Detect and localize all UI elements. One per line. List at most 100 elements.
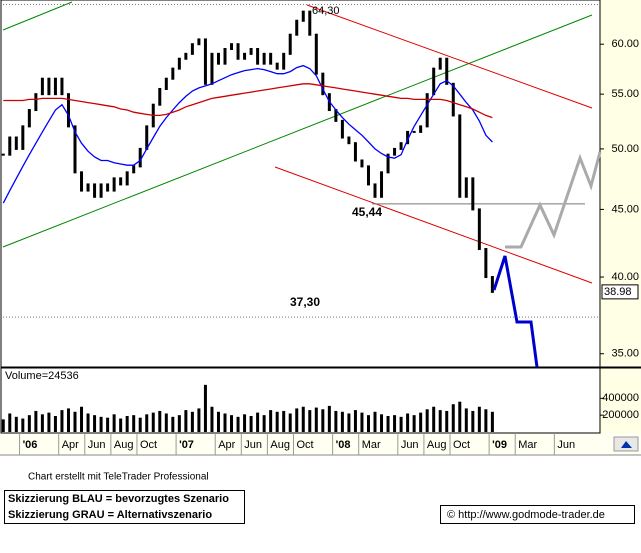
volume-bar [66,408,70,432]
candle [438,57,442,70]
volume-bar [106,417,110,432]
candle [471,177,475,211]
candle [458,114,462,198]
x-tick-label: Oct [296,439,313,451]
volume-frame [0,367,601,434]
volume-bar [171,416,175,432]
volume-bar [99,416,103,432]
candle [380,171,384,198]
volume-bar [177,415,181,432]
volume-bar [112,414,116,432]
volume-bar [119,418,123,432]
candle [249,48,253,55]
candle [99,183,103,198]
volume-bar [425,409,429,432]
candle [184,52,188,60]
candle [308,10,312,36]
price-axis-band [600,0,641,433]
volume-bar [125,416,129,432]
candle [275,62,279,70]
candle [490,276,494,293]
candle [47,77,51,96]
volume-bar [366,415,370,432]
volume-bar [27,415,31,432]
scenario-blue [492,255,539,368]
candle [432,67,436,96]
volume-bar [216,411,220,432]
candle [321,72,325,96]
candle [314,33,318,75]
volume-bar [262,415,266,432]
volume-bar [236,416,240,432]
volume-bar [243,414,247,432]
volume-bar [373,411,377,432]
volume-bar [347,413,351,432]
candle [171,67,175,80]
volume-bar [477,406,481,432]
candle [27,109,31,128]
candle [256,48,260,65]
volume-bar [406,413,410,432]
volume-bar [145,414,149,432]
y-tick-label: 45.00 [611,203,639,215]
candle [21,125,25,150]
candle [164,77,168,90]
level-label: 37,30 [290,295,320,309]
trend-line [2,14,593,248]
volume-bar [445,410,449,432]
x-tick-label: Apr [62,439,79,451]
level-label: 45,44 [352,205,382,219]
url: © http://www.godmode-trader.de [447,509,605,521]
candle [282,52,286,70]
volume-bar [73,411,77,432]
volume-bar [288,413,292,432]
volume-bar [203,384,207,432]
channel-line [306,4,593,109]
x-tick-label: '08 [336,439,351,451]
url-box [440,505,635,524]
candle [125,171,129,186]
candle [295,19,299,36]
x-tick-label: '06 [23,439,38,451]
x-tick-label: Aug [270,439,290,451]
volume-bar [321,409,325,432]
volume-bar [295,408,299,432]
candle [445,57,449,85]
volume-bar [353,410,357,432]
y-tick-label: 40.00 [611,271,639,283]
candle [334,109,338,122]
last-price-box [601,284,639,300]
volume-bar [308,410,312,432]
volume-bar [327,405,331,432]
volume-bar [451,404,455,432]
note: Skizzierung BLAU = bevorzugtes Szenario [8,493,229,505]
candle [484,248,488,279]
volume-bar [458,401,462,432]
y-tick-label: 400000 [602,392,639,404]
volume-bar [47,412,51,432]
volume-bar [340,411,344,432]
candle [223,48,227,65]
candle [80,171,84,192]
volume-bar [432,406,436,432]
volume-bar [301,406,305,432]
volume-bar [490,411,494,432]
volume-bar [419,412,423,432]
volume-bar [269,410,273,432]
volume-bar [190,411,194,432]
volume-bar [464,408,468,432]
time-axis-band [0,433,641,455]
candle [301,10,305,22]
volume-bar [412,415,416,432]
candle [73,125,77,174]
x-tick-label: Oct [453,439,470,451]
x-tick-label: Jun [244,439,262,451]
candle [138,147,142,168]
candle [477,208,481,251]
candle [8,136,12,156]
candle [1,153,5,156]
candle [340,119,344,139]
candle [216,52,220,65]
candle [425,93,429,128]
